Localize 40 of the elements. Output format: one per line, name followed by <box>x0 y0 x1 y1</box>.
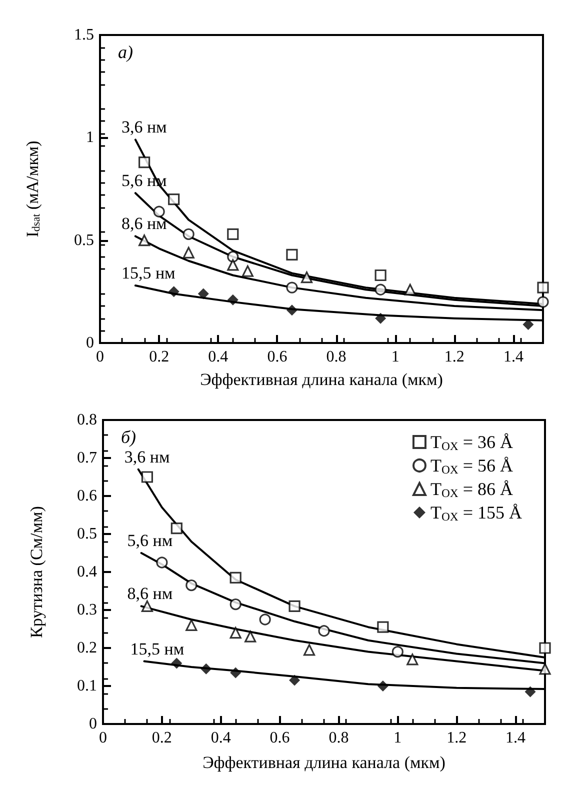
y-axis-title: Крутизна (См/мм) <box>27 506 46 638</box>
x-axis-title: Эффективная длина канала (мкм) <box>200 370 443 389</box>
x-tick-label: 0.2 <box>152 730 172 746</box>
x-tick-label: 0.8 <box>326 348 346 366</box>
y-tick-label: 1.5 <box>74 26 94 44</box>
y-tick-label: 0.4 <box>77 564 97 580</box>
x-tick-label: 1.4 <box>506 730 526 746</box>
y-tick-label: 0.7 <box>77 450 97 466</box>
x-tick-label: 1.4 <box>503 348 524 366</box>
annotation: 8,6 нм <box>127 584 173 604</box>
x-tick-label: 0.4 <box>208 348 228 366</box>
x-tick-label: 0.8 <box>328 730 349 746</box>
x-tick-label: 1 <box>391 348 400 366</box>
annotation: 8,6 нм <box>121 214 168 234</box>
y-tick-label: 0.3 <box>77 602 97 618</box>
x-tick-label: 0.6 <box>267 348 288 366</box>
y-tick-label: 0.6 <box>77 488 97 504</box>
y-axis-title: Idsat (мА/мкм) <box>22 140 42 238</box>
y-tick-label: 0.5 <box>74 232 94 249</box>
x-tick-label: 1 <box>394 730 402 746</box>
annotation: 15,5 нм <box>121 264 176 283</box>
y-tick-label: 1 <box>86 129 94 146</box>
annotation: a) <box>118 42 133 62</box>
annotation: 15,5 нм <box>130 639 184 658</box>
y-tick-label: 0.1 <box>77 678 97 694</box>
x-tick-label: 0.4 <box>210 730 231 746</box>
x-tick-label: 0.2 <box>149 348 170 366</box>
annotation: 3,6 нм <box>121 118 168 137</box>
x-axis-title: Эффективная длина канала (мкм) <box>202 753 446 772</box>
x-tick-label: 1.2 <box>444 348 464 366</box>
x-tick-label: 0.6 <box>270 730 290 746</box>
y-tick-label: 0.5 <box>77 526 97 542</box>
y-tick-label: 0.8 <box>77 412 97 428</box>
y-tick-label: 0.2 <box>77 640 97 656</box>
y-tick-label: 0 <box>89 716 97 732</box>
annotation: 5,6 нм <box>127 531 173 550</box>
annotation: б) <box>121 427 136 447</box>
y-tick-label: 0 <box>86 334 94 352</box>
annotation: 3,6 нм <box>124 447 170 466</box>
x-tick-label: 1.2 <box>446 730 467 746</box>
